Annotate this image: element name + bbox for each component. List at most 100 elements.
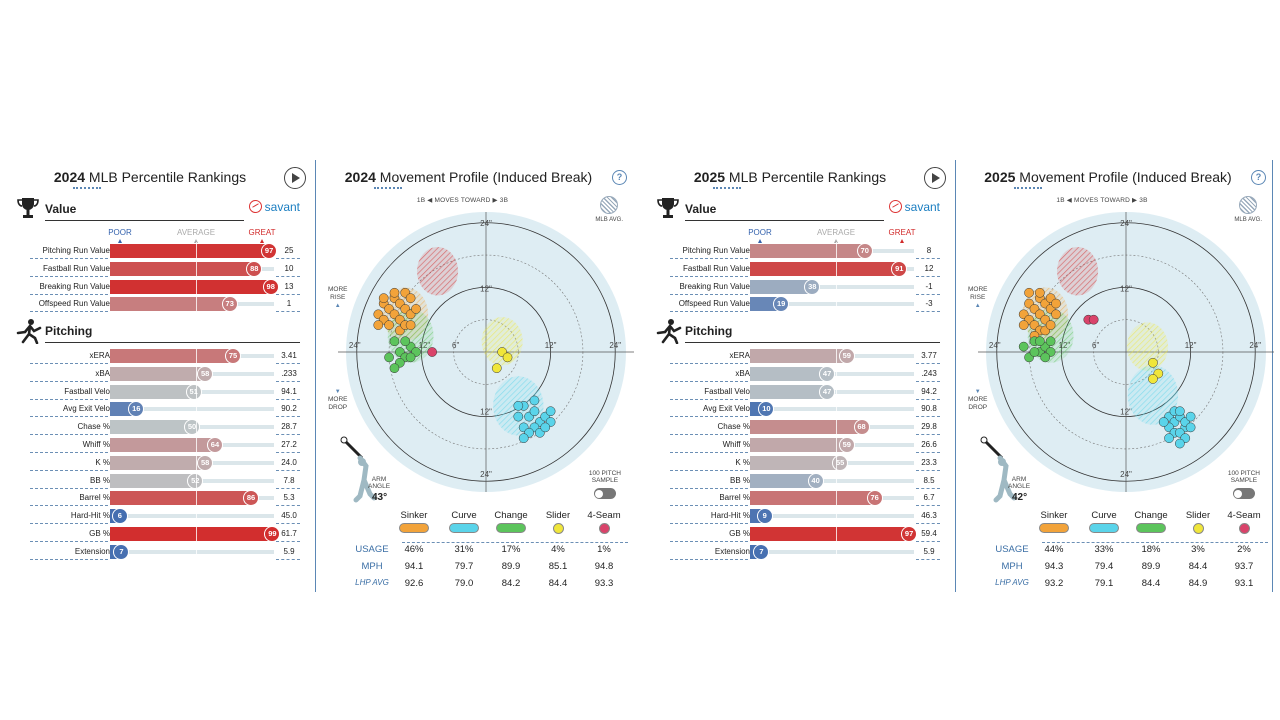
stat-value: 94.2 <box>921 386 937 396</box>
usage-value: 31% <box>454 544 474 555</box>
help-icon[interactable]: ? <box>1251 170 1266 185</box>
pitch-point <box>513 400 524 411</box>
row-divider <box>30 416 108 418</box>
stat-value: 61.7 <box>281 529 297 538</box>
stat-label: Breaking Run Value <box>39 281 110 291</box>
row-divider <box>276 311 300 313</box>
pitch-sample-toggle-group: 100 PITCH SAMPLE <box>1228 470 1260 499</box>
stat-value: 28.7 <box>281 422 297 432</box>
tick-left-6: 6" <box>452 341 459 350</box>
percentile-row: xBA 47 .243 <box>640 365 940 383</box>
percentile-bar <box>750 349 847 363</box>
mph-value: 85.1 <box>548 561 568 572</box>
stat-label: K % <box>735 457 750 467</box>
row-divider <box>916 416 940 418</box>
pitch-name: Change <box>1134 510 1168 521</box>
pitching-label: Pitching <box>45 324 93 338</box>
scale-poor-label: POOR <box>748 228 772 237</box>
pitch-point <box>373 320 384 330</box>
up-arrow-icon: ▲ <box>974 303 981 309</box>
percentile-bar <box>750 527 910 541</box>
row-divider <box>916 487 940 489</box>
stat-value: 45.0 <box>281 511 297 521</box>
scale-great-marker <box>900 239 904 243</box>
mph-value: 79.4 <box>1094 561 1114 572</box>
trophy-icon <box>16 196 40 220</box>
average-line <box>836 242 837 314</box>
savant-link[interactable]: savant <box>248 200 300 214</box>
percentile-row: Hard-Hit % 6 45.0 <box>0 507 300 525</box>
pitch-sample-toggle[interactable] <box>593 488 616 499</box>
stat-label: Barrel % <box>719 493 750 503</box>
movement-title-year: 2024 <box>344 169 376 185</box>
avg-value: 84.2 <box>501 578 521 589</box>
pitch-point <box>1045 336 1056 347</box>
percentile-row: xERA 75 3.41 <box>0 347 300 365</box>
percentile-bubble: 86 <box>243 490 260 507</box>
pitch-point <box>1174 406 1185 417</box>
row-divider <box>670 258 748 259</box>
percentile-bar <box>110 384 194 399</box>
stat-label: Breaking Run Value <box>679 281 750 291</box>
mph-row: MPH 94.1 79.7 89.9 85.1 94.8 <box>346 561 634 578</box>
stat-value: -3 <box>925 299 933 309</box>
scale-average-label: AVERAGE <box>816 228 856 237</box>
pitch-sample-label: 100 PITCH SAMPLE <box>1227 470 1260 484</box>
row-divider <box>916 469 940 471</box>
stat-value: 25 <box>284 246 294 255</box>
play-button[interactable] <box>924 167 946 189</box>
stat-label: BB % <box>729 475 750 485</box>
pitcher-icon <box>16 318 42 345</box>
stat-label: Fastball Run Value <box>43 263 110 273</box>
pitch-table: Sinker Curve Change Slider 4-Seam USAGE 46% 31%… <box>346 510 634 595</box>
row-divider <box>916 434 940 436</box>
pitch-name: Slider <box>1185 510 1211 521</box>
percentile-row: K % 58 24.0 <box>0 454 300 472</box>
savant-link[interactable]: savant <box>888 200 940 214</box>
row-divider <box>670 416 748 418</box>
pitch-sample-toggle[interactable] <box>1232 488 1255 499</box>
pitch-color-swatch <box>399 523 429 533</box>
avg-value: 92.6 <box>404 578 424 589</box>
percentile-bar <box>750 279 813 294</box>
row-divider <box>916 380 940 382</box>
tick-right-12: 12" <box>1185 341 1197 350</box>
row-divider <box>30 487 108 489</box>
mlb-avg-legend: MLB AVG. <box>595 196 623 223</box>
rankings-title: 2024 MLB Percentile Rankings <box>0 169 300 185</box>
title-underline <box>713 187 741 189</box>
scale-great-marker <box>260 239 264 243</box>
value-divider <box>45 220 244 221</box>
stat-value: 90.8 <box>921 404 937 414</box>
savant-label: savant <box>264 200 300 214</box>
movement-plot: 24"12"12"24"24"12"6"12"24" <box>978 212 1274 492</box>
pitch-point <box>1029 347 1040 357</box>
usage-value: 4% <box>551 544 565 555</box>
pitch-name: Sinker <box>400 510 428 521</box>
percentile-bubble: 10 <box>758 401 775 418</box>
percentile-bubble: 38 <box>804 278 821 295</box>
row-divider <box>30 558 108 560</box>
rankings-title: 2025 MLB Percentile Rankings <box>640 169 940 185</box>
percentile-bar <box>110 420 192 435</box>
percentile-row: Fastball Run Value 88 10 <box>0 260 300 278</box>
avg-value: 84.9 <box>1188 578 1208 589</box>
stat-label: Extension <box>74 546 110 556</box>
usage-value: 3% <box>1191 544 1205 555</box>
tick-left-24: 24" <box>989 341 1001 350</box>
tick-right-24: 24" <box>1249 341 1261 350</box>
rankings-title-year: 2025 <box>693 169 726 185</box>
stat-label: Fastball Velo <box>704 386 750 396</box>
pitch-name: Curve <box>1091 510 1117 521</box>
percentile-bar <box>110 473 196 488</box>
row-divider <box>670 505 748 507</box>
more-drop-label: ▼ MORE DROP <box>328 388 348 412</box>
help-icon[interactable]: ? <box>612 170 627 185</box>
average-line <box>836 347 837 561</box>
play-button[interactable] <box>284 167 306 189</box>
row-divider <box>30 258 108 259</box>
pitch-table: Sinker Curve Change Slider 4-Seam USAGE 44% 33%… <box>986 510 1274 595</box>
title-underline <box>1014 187 1042 189</box>
stat-value: 26.6 <box>921 440 937 449</box>
percentile-track <box>110 514 274 519</box>
